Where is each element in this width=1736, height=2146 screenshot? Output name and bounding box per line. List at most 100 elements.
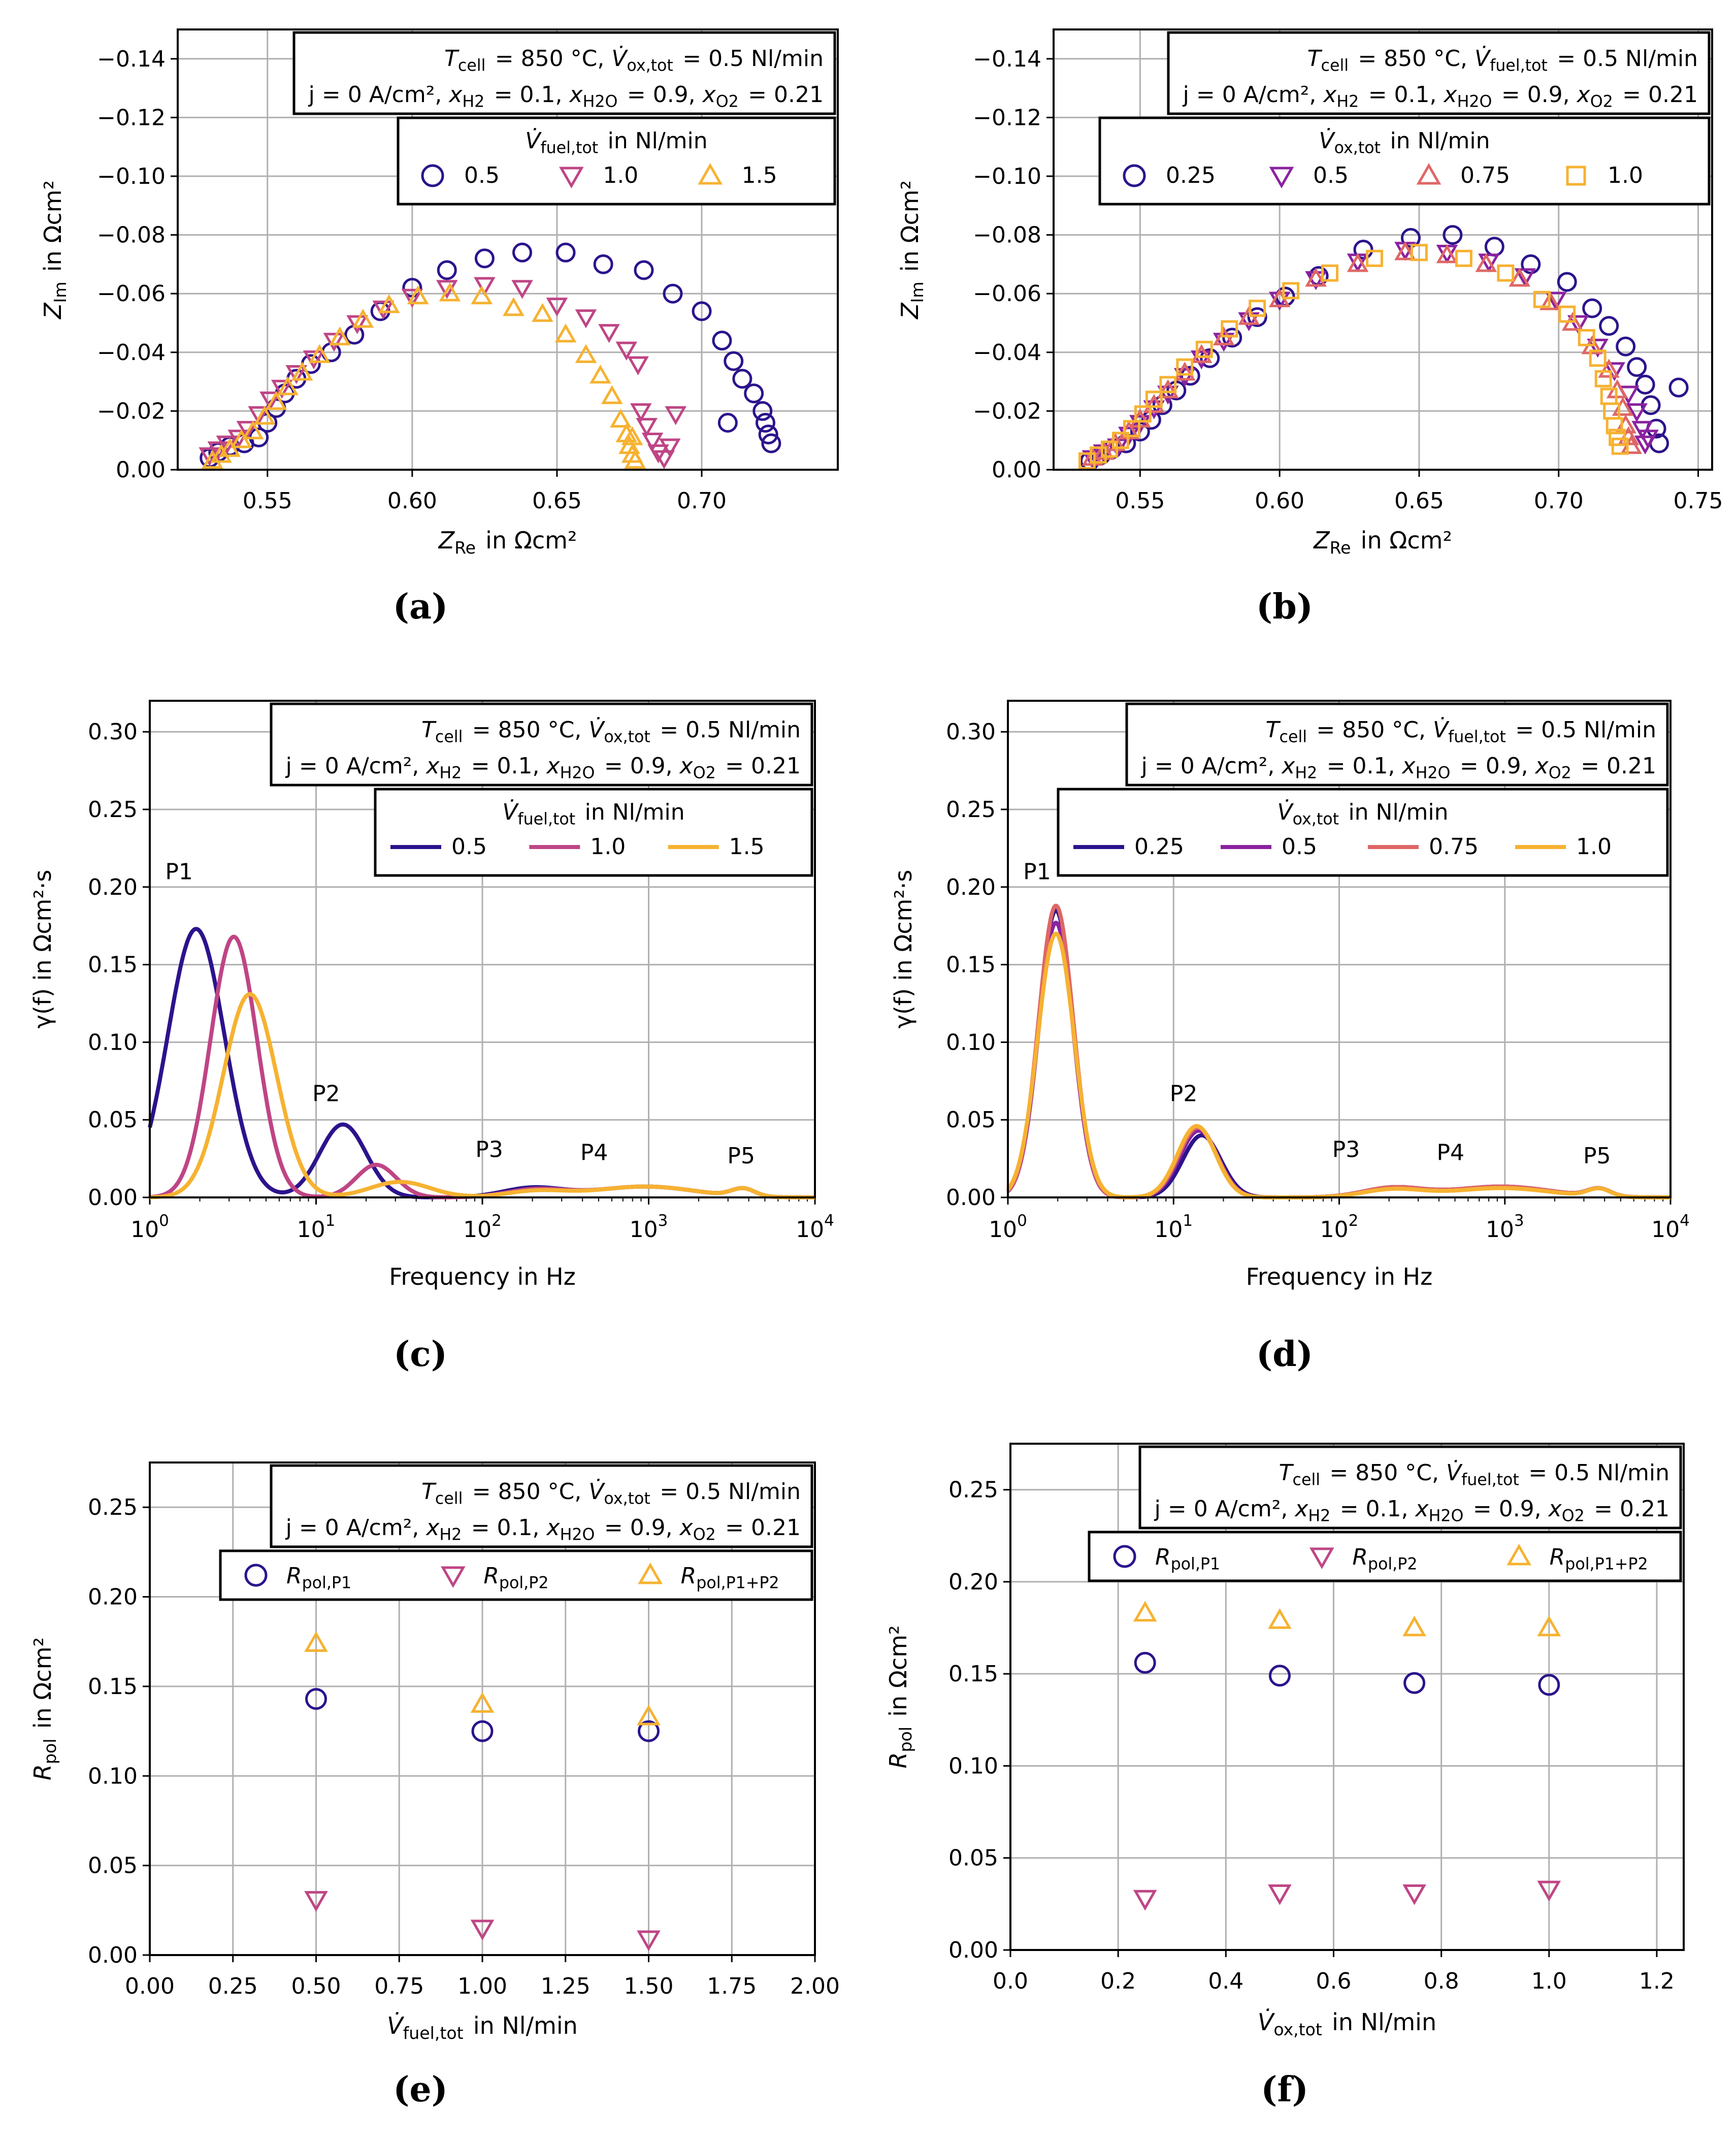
data-point-0.5 [1190,350,1213,370]
data-point-0.25 [1635,374,1655,395]
caption-d: (d) [1256,1334,1313,1375]
peak-label-P1: P1 [1023,859,1051,885]
data-point-1.0 [1533,290,1551,308]
axes-frame [177,28,839,471]
y-tick-label: 0.20 [88,874,138,900]
x-axis-label: ZRe in Ωcm² [1313,527,1452,558]
data-point-1.5 [575,344,597,363]
data-point-0.75 [1475,253,1497,272]
y-tick-label: −0.04 [973,340,1041,366]
legend-label-0.5: 0.5 [1282,834,1317,860]
x-tick-label: 103 [630,1212,668,1243]
data-point-R_pol,P1 [1134,1651,1156,1674]
data-point-0.75 [1173,362,1196,381]
y-tick-label: 0.10 [88,1763,138,1789]
data-point-0.5 [474,248,495,269]
y-tick-label: 0.05 [948,1845,998,1871]
data-point-0.5 [1545,291,1567,311]
legend: V̇fuel,tot in Nl/min 0.5 1.0 1.5 [397,116,836,206]
y-tick-label: −0.12 [97,105,166,131]
legend-frame [397,116,836,206]
y-tick-label: 0.25 [946,797,996,823]
x-tick-label: 0.70 [1534,488,1584,514]
condition-line-1: Tcell = 850 °C, V̇ox,tot = 0.5 Nl/min [444,45,824,75]
data-point-1.0 [1366,249,1383,267]
data-point-1.0 [1145,391,1163,408]
y-tick-label: 0.25 [88,797,138,823]
data-point-0.25 [1616,336,1636,356]
panel-c: 100 101 102 103 104 0.00 0.05 0.10 0.15 0.20 0.25 0… [29,700,834,1290]
data-point-0.5 [1213,333,1235,352]
data-point-0.75 [1509,268,1531,287]
x-axis-label: Frequency in Hz [389,1263,576,1290]
y-tick-label: 0.30 [88,719,138,745]
x-tick-label: 1.0 [1531,1968,1567,1994]
data-point-0.75 [1436,244,1458,264]
y-tick-label: 0.05 [88,1853,138,1879]
legend-marker-0.5 [421,164,444,187]
data-point-1.0 [1159,376,1177,394]
y-tick-label: −0.02 [97,398,166,424]
data-point-1.5 [352,309,374,328]
data-point-0.5 [1567,315,1589,335]
data-point-R_pol,P1+P2 [1537,1615,1561,1637]
data-point-0.25 [1557,272,1577,292]
data-point-1.0 [1589,349,1607,367]
y-axis-label: Rpol in Ωcm² [29,1637,60,1780]
x-tick-label: 0.2 [1100,1968,1136,1994]
data-point-0.5 [692,301,712,321]
data-point-1.0 [665,406,687,426]
data-point-0.25 [1668,377,1689,398]
data-point-1.5 [407,285,429,305]
data-point-0.5 [755,413,775,433]
data-point-R_pol,P1+P2 [304,1631,328,1652]
legend-title: V̇fuel,tot in Nl/min [525,127,707,157]
legend-title: V̇ox,tot in Nl/min [1278,799,1449,829]
peak-label-P2: P2 [312,1081,340,1107]
data-point-0.75 [1143,394,1165,413]
y-tick-label: 0.10 [948,1753,998,1779]
data-point-0.5 [1157,385,1179,405]
data-point-1.0 [641,432,664,452]
data-point-1.0 [1609,429,1626,446]
data-point-1.5 [471,285,493,305]
data-point-0.5 [512,242,533,263]
x-tick-label: 0.65 [1394,488,1444,514]
data-point-1.5 [589,365,611,384]
data-point-0.5 [717,413,738,433]
peak-label-P5: P5 [727,1143,755,1169]
y-tick-label: 0.10 [946,1029,996,1055]
y-tick-label: 0.15 [88,952,138,978]
data-point-R_pol,P2 [1268,1884,1292,1905]
data-point-1.0 [1100,440,1118,458]
legend-marker-1.0 [1566,166,1586,186]
caption-a: (a) [393,587,448,627]
y-tick-label: 0.15 [88,1674,138,1700]
legend-label-1.5: 1.5 [729,834,765,860]
y-tick-label: 0.10 [88,1029,138,1055]
legend-marker-R_pol,P1 [1113,1545,1136,1568]
legend-label-1.0: 1.0 [603,162,638,188]
axes-frame [1009,1443,1685,1951]
x-tick-label: 0.25 [208,1973,258,1999]
panel-d: 100 101 102 103 104 0.00 0.05 0.10 0.15 0.20 0.25 0… [890,700,1690,1290]
peak-label-P3: P3 [1332,1137,1360,1163]
legend-label-0.75: 0.75 [1460,162,1510,188]
data-point-R_pol,P1+P2 [1268,1608,1292,1629]
series-line-1.5 [149,992,816,1199]
data-point-R_pol,P2 [304,1891,328,1912]
data-point-1.5 [242,420,264,440]
data-point-0.75 [1157,379,1179,399]
data-point-1.5 [624,449,646,469]
y-tick-label: −0.08 [973,222,1041,248]
peak-label-P4: P4 [580,1140,608,1166]
legend-label-R_pol,P1+P2: Rpol,P1+P2 [1550,1544,1650,1574]
legend-label-0.75: 0.75 [1429,834,1479,860]
condition-box-frame [1125,702,1669,787]
data-point-0.25 [1222,328,1242,348]
condition-box-frame [270,702,813,787]
x-axis-label: V̇ox,tot in Nl/min [1258,2008,1436,2039]
x-tick-label: 102 [463,1212,502,1243]
plot-area [304,1631,661,1952]
data-point-R_pol,P1+P2 [1402,1615,1426,1637]
